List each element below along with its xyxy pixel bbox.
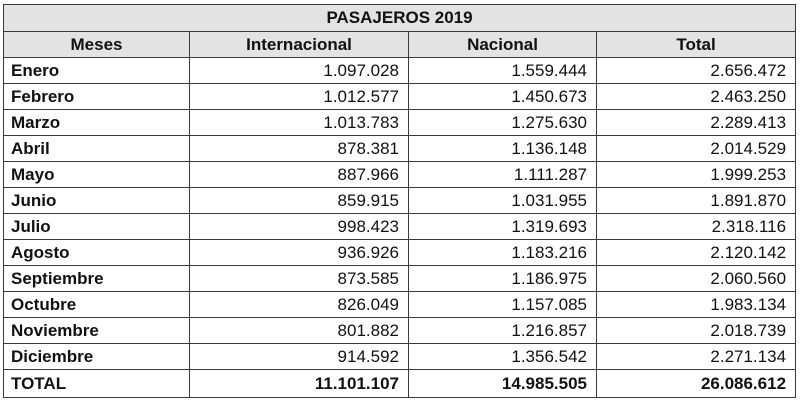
table-row: Diciembre 914.592 1.356.542 2.271.134 <box>3 343 797 370</box>
total-cell: 2.060.560 <box>595 265 797 292</box>
nacional-cell: 1.356.542 <box>408 343 597 370</box>
total-cell: 2.463.250 <box>595 83 797 110</box>
internacional-cell: 1.013.783 <box>189 109 409 136</box>
month-cell: Julio <box>3 213 190 240</box>
nacional-cell: 1.183.216 <box>408 239 597 266</box>
table-total-row: TOTAL 11.101.107 14.985.505 26.086.612 <box>3 369 797 398</box>
nacional-cell: 1.559.444 <box>408 57 597 84</box>
nacional-cell: 1.031.955 <box>408 187 597 214</box>
month-cell: Septiembre <box>3 265 190 292</box>
table-row: Octubre 826.049 1.157.085 1.983.134 <box>3 291 797 318</box>
passengers-table: PASAJEROS 2019 Meses Internacional Nacio… <box>2 4 797 398</box>
table-title-row: PASAJEROS 2019 <box>2 4 797 32</box>
nacional-cell: 1.136.148 <box>408 135 597 162</box>
total-internacional-cell: 11.101.107 <box>189 369 409 398</box>
total-cell: 2.318.116 <box>595 213 797 240</box>
table-header-row: Meses Internacional Nacional Total <box>3 31 797 58</box>
table-row: Septiembre 873.585 1.186.975 2.060.560 <box>3 265 797 292</box>
table-row: Junio 859.915 1.031.955 1.891.870 <box>3 187 797 214</box>
month-cell: Noviembre <box>3 317 190 344</box>
month-cell: Junio <box>3 187 190 214</box>
nacional-cell: 1.216.857 <box>408 317 597 344</box>
passengers-table-container: PASAJEROS 2019 Meses Internacional Nacio… <box>2 4 797 398</box>
month-cell: Marzo <box>3 109 190 136</box>
internacional-cell: 936.926 <box>189 239 409 266</box>
total-cell: 2.014.529 <box>595 135 797 162</box>
total-cell: 2.289.413 <box>595 109 797 136</box>
nacional-cell: 1.275.630 <box>408 109 597 136</box>
table-row: Febrero 1.012.577 1.450.673 2.463.250 <box>3 83 797 110</box>
column-header-nacional: Nacional <box>408 31 597 58</box>
internacional-cell: 826.049 <box>189 291 409 318</box>
month-cell: Agosto <box>3 239 190 266</box>
total-label-cell: TOTAL <box>3 369 190 398</box>
table-row: Enero 1.097.028 1.559.444 2.656.472 <box>3 57 797 84</box>
table-row: Abril 878.381 1.136.148 2.014.529 <box>3 135 797 162</box>
column-header-total: Total <box>595 31 797 58</box>
month-cell: Febrero <box>3 83 190 110</box>
nacional-cell: 1.319.693 <box>408 213 597 240</box>
nacional-cell: 1.186.975 <box>408 265 597 292</box>
table-title: PASAJEROS 2019 <box>2 4 797 32</box>
total-cell: 2.120.142 <box>595 239 797 266</box>
month-cell: Abril <box>3 135 190 162</box>
internacional-cell: 801.882 <box>189 317 409 344</box>
table-row: Julio 998.423 1.319.693 2.318.116 <box>3 213 797 240</box>
internacional-cell: 873.585 <box>189 265 409 292</box>
total-cell: 1.983.134 <box>595 291 797 318</box>
month-cell: Octubre <box>3 291 190 318</box>
nacional-cell: 1.111.287 <box>408 161 597 188</box>
table-row: Agosto 936.926 1.183.216 2.120.142 <box>3 239 797 266</box>
table-row: Marzo 1.013.783 1.275.630 2.289.413 <box>3 109 797 136</box>
total-cell: 2.656.472 <box>595 57 797 84</box>
internacional-cell: 859.915 <box>189 187 409 214</box>
total-cell: 1.891.870 <box>595 187 797 214</box>
column-header-internacional: Internacional <box>189 31 409 58</box>
grand-total-cell: 26.086.612 <box>595 369 797 398</box>
table-row: Mayo 887.966 1.111.287 1.999.253 <box>3 161 797 188</box>
internacional-cell: 887.966 <box>189 161 409 188</box>
total-cell: 1.999.253 <box>595 161 797 188</box>
total-cell: 2.018.739 <box>595 317 797 344</box>
internacional-cell: 998.423 <box>189 213 409 240</box>
month-cell: Mayo <box>3 161 190 188</box>
internacional-cell: 878.381 <box>189 135 409 162</box>
nacional-cell: 1.450.673 <box>408 83 597 110</box>
nacional-cell: 1.157.085 <box>408 291 597 318</box>
table-row: Noviembre 801.882 1.216.857 2.018.739 <box>3 317 797 344</box>
month-cell: Diciembre <box>3 343 190 370</box>
internacional-cell: 1.097.028 <box>189 57 409 84</box>
internacional-cell: 1.012.577 <box>189 83 409 110</box>
month-cell: Enero <box>3 57 190 84</box>
column-header-meses: Meses <box>3 31 190 58</box>
total-cell: 2.271.134 <box>595 343 797 370</box>
internacional-cell: 914.592 <box>189 343 409 370</box>
total-nacional-cell: 14.985.505 <box>408 369 597 398</box>
